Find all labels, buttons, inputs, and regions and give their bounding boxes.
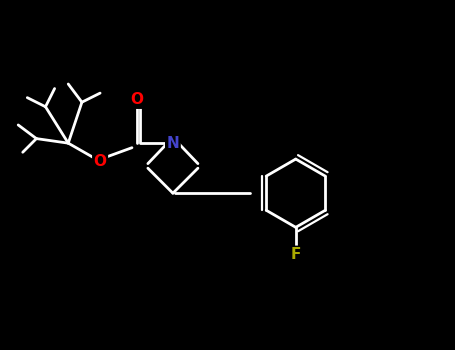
Text: F: F (291, 247, 301, 262)
Text: N: N (167, 136, 179, 150)
Text: O: O (130, 92, 143, 107)
Text: O: O (94, 154, 106, 169)
